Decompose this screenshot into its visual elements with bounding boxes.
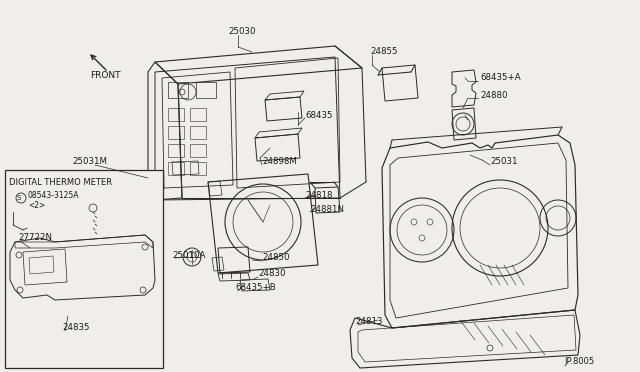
Text: 68435: 68435 [305,110,333,119]
Text: 25031: 25031 [490,157,518,167]
Text: 25010A: 25010A [172,250,205,260]
Text: 68435+A: 68435+A [480,74,520,83]
Text: 27722N: 27722N [18,234,52,243]
Bar [5,170,163,368]
Text: JP.8005: JP.8005 [565,357,595,366]
Text: 24898M: 24898M [262,157,297,167]
Text: 24813: 24813 [355,317,383,327]
Text: 24830: 24830 [258,269,285,279]
Text: 24835: 24835 [62,324,90,333]
Text: DIGITAL THERMO METER: DIGITAL THERMO METER [9,178,112,187]
Text: 24850: 24850 [262,253,289,263]
Text: 68435+B: 68435+B [235,283,276,292]
Text: 24855: 24855 [370,48,397,57]
Text: <2>: <2> [28,202,45,211]
Text: 25031M: 25031M [72,157,107,167]
Text: 24881N: 24881N [310,205,344,214]
Text: 24818: 24818 [305,192,333,201]
Text: S: S [17,195,21,201]
Text: 08543-3125A: 08543-3125A [28,192,79,201]
Text: FRONT: FRONT [90,71,120,80]
Text: 24880: 24880 [480,90,508,99]
Text: 25030: 25030 [228,28,255,36]
